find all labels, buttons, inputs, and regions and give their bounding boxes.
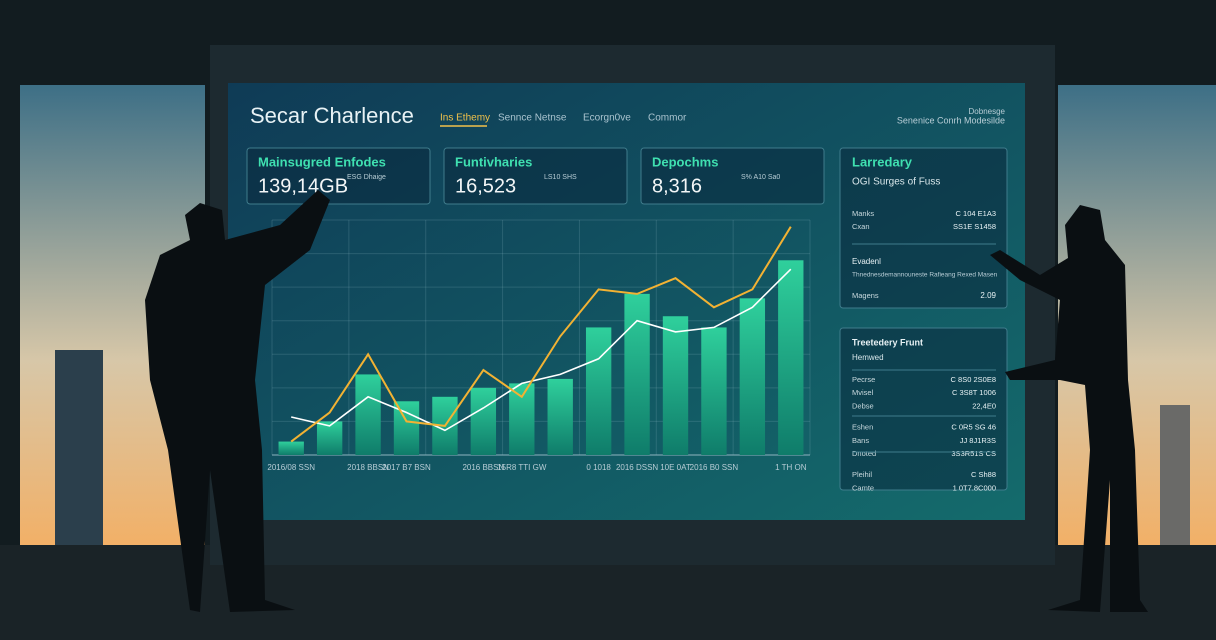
tower	[1160, 405, 1190, 545]
row-value: SS1E S1458	[953, 222, 996, 231]
row-value: C 3S8T 1006	[952, 388, 996, 397]
header-right: Dobnesge	[969, 107, 1006, 116]
bar	[355, 374, 381, 455]
line-series	[291, 268, 792, 432]
row-value: 1 0T7.8C000	[953, 483, 996, 492]
card-label: Funtivharies	[455, 154, 532, 169]
person-right	[990, 205, 1148, 612]
row-label: Camte	[852, 483, 874, 492]
panel	[839, 147, 1008, 309]
card	[640, 147, 825, 205]
bar	[470, 387, 497, 455]
bar	[278, 441, 304, 455]
card-value: 16,523	[455, 175, 516, 197]
foot-label: Magens	[852, 291, 879, 300]
row-label: Pecrse	[852, 375, 875, 384]
row-value: C 8S0 2S0E8	[951, 375, 996, 384]
row-label: Dnoted	[852, 449, 876, 458]
card-note: ESG Dhaige	[347, 174, 386, 181]
card-label: Mainsugred Enfodes	[258, 154, 386, 169]
row-label: Debse	[852, 401, 874, 410]
tab: Commor	[648, 113, 687, 124]
tab: Sennce Netnse	[498, 113, 567, 124]
bar	[393, 401, 420, 455]
row-label: Pleihil	[852, 470, 872, 479]
card-note: LS10 SHS	[544, 174, 577, 181]
row-label: Cxan	[852, 222, 870, 231]
panel-subtitle: OGI Surges of Fuss	[852, 177, 940, 188]
row-value: C Sh88	[971, 470, 996, 479]
row-label: Eshen	[852, 423, 873, 432]
x-tick-label: 0 1018	[586, 463, 611, 472]
card-note: S% A10 Sa0	[741, 174, 780, 181]
row-value: JJ 8J1R3S	[960, 436, 996, 445]
card-value: 139,14GB	[258, 175, 348, 197]
tower	[55, 350, 103, 545]
x-tick-label: 1 TH ON	[775, 463, 807, 472]
tab: Ins Ethemy	[440, 113, 490, 124]
x-tick-label: 2016 DSSN	[616, 463, 658, 472]
bar	[585, 327, 612, 455]
panel-title: Larredary	[852, 154, 913, 169]
tab: Ecorgn0ve	[583, 113, 631, 124]
bar	[662, 316, 689, 455]
card-label: Depochms	[652, 154, 718, 169]
x-tick-label: 2016 BBSN	[462, 463, 504, 472]
row-label: Mvisel	[852, 388, 874, 397]
x-tick-label: 2016/08 SSN	[267, 463, 315, 472]
x-tick-label: 2016 B0 SSN	[690, 463, 739, 472]
bar	[701, 327, 727, 455]
bar	[547, 378, 573, 455]
bar	[739, 298, 766, 455]
row-value: C 104 E1A3	[956, 209, 996, 218]
x-tick-label: 2017 B7 BSN	[382, 463, 431, 472]
row-label: Manks	[852, 209, 874, 218]
bar	[509, 383, 535, 455]
panel	[839, 327, 1008, 491]
x-tick-label: 10E 0AT	[660, 463, 691, 472]
row-value: C 0R5 SG 46	[951, 423, 996, 432]
header-right: Senenice Conrh Modesilde	[897, 115, 1005, 125]
row-value: 3S3R51S CS	[951, 449, 996, 458]
panel-subtitle: Hemwed	[852, 353, 884, 362]
bar	[778, 260, 804, 455]
row-value: 22,4E0	[972, 401, 996, 410]
row-label: Bans	[852, 436, 869, 445]
title: Secar Charlence	[250, 103, 414, 128]
panel-section: Evadenl	[852, 257, 881, 266]
line-series	[290, 226, 792, 443]
foot-value: 2.09	[980, 291, 996, 300]
bar	[624, 293, 650, 455]
x-tick-label: 15R8 TTI GW	[497, 463, 547, 472]
card	[443, 147, 628, 205]
bar	[316, 421, 343, 455]
panel-text: Thnednesdemannouneste Rafieang Rexed Mas…	[852, 272, 998, 279]
person-left	[145, 190, 330, 612]
x-tick-label: 2018 BBSN	[347, 463, 389, 472]
panel-title: Treetedery Frunt	[852, 337, 923, 347]
card	[246, 147, 431, 205]
card-value: 8,316	[652, 175, 702, 197]
